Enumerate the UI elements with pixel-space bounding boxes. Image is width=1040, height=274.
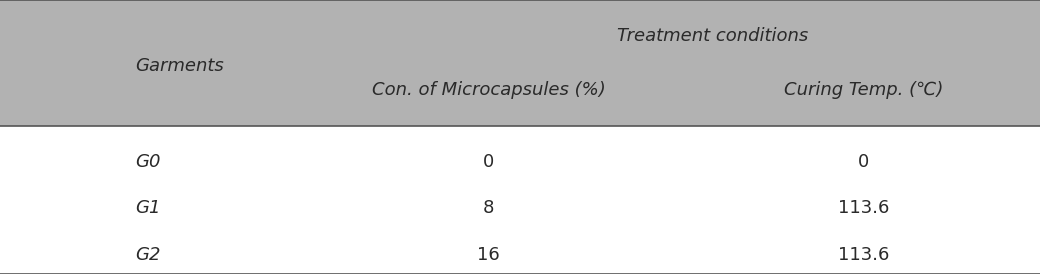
Text: G2: G2 (135, 246, 161, 264)
Text: Curing Temp. (℃): Curing Temp. (℃) (783, 81, 943, 99)
Text: 8: 8 (484, 199, 494, 217)
Text: 16: 16 (477, 246, 500, 264)
Text: 113.6: 113.6 (837, 199, 889, 217)
Text: 113.6: 113.6 (837, 246, 889, 264)
Text: 0: 0 (484, 153, 494, 171)
Bar (0, 0, 1040, 126)
Text: G1: G1 (135, 199, 161, 217)
Text: 0: 0 (858, 153, 868, 171)
Text: Con. of Microcapsules (%): Con. of Microcapsules (%) (372, 81, 605, 99)
Text: Treatment conditions: Treatment conditions (617, 27, 808, 45)
Text: Garments: Garments (135, 57, 224, 75)
Text: G0: G0 (135, 153, 161, 171)
